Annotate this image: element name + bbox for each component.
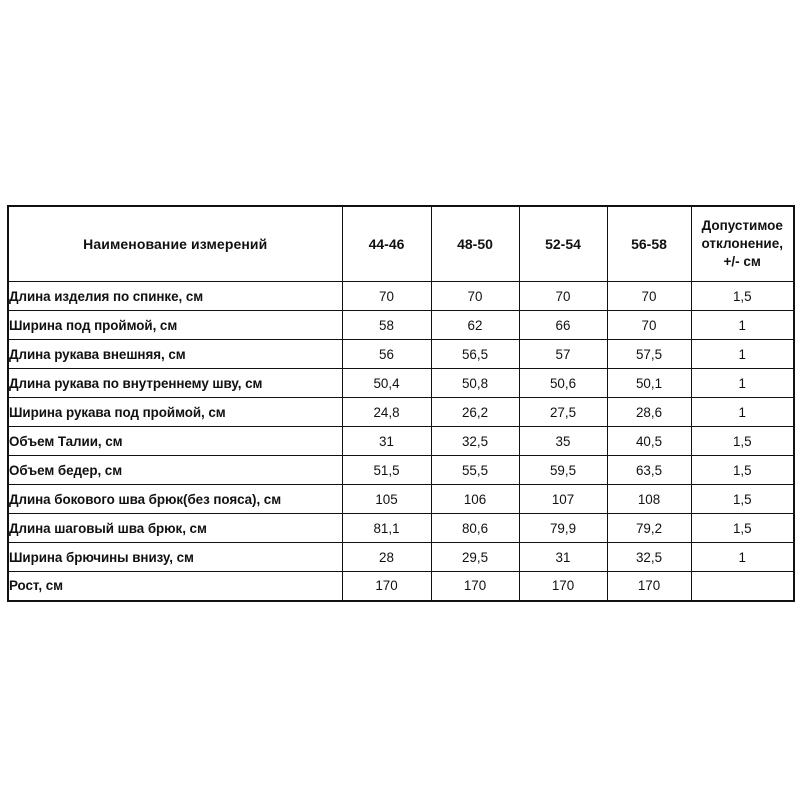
measurement-value-cell: 57,5 xyxy=(606,339,692,369)
table-body: Длина изделия по спинке, см 70 70 70 70 1,5 Ши… xyxy=(7,281,795,601)
measurement-value-cell: 35 xyxy=(518,426,608,456)
table-row: Рост, см 170 170 170 170 xyxy=(7,571,795,601)
measurement-value-cell: 62 xyxy=(430,310,520,340)
measurement-value-cell: 105 xyxy=(341,484,432,514)
size-measurements-table: Наименование измерений 44-46 48-50 52-54… xyxy=(7,205,795,602)
deviation-header-line-3: +/- см xyxy=(723,253,761,269)
measurement-value-cell: 28 xyxy=(341,542,432,572)
table-row: Объем бедер, см 51,5 55,5 59,5 63,5 1,5 xyxy=(7,455,795,485)
table-header-row: Наименование измерений 44-46 48-50 52-54… xyxy=(7,205,795,282)
measurement-value-cell: 58 xyxy=(341,310,432,340)
deviation-header-line-2: отклонение, xyxy=(701,236,783,252)
measurement-value-cell: 108 xyxy=(606,484,692,514)
measurement-value-cell: 70 xyxy=(606,281,692,311)
table-row: Ширина рукава под проймой, см 24,8 26,2 27,… xyxy=(7,397,795,427)
measurement-value-cell: 31 xyxy=(341,426,432,456)
table-row: Длина рукава по внутреннему шву, см 50,4 5… xyxy=(7,368,795,398)
measurement-value-cell: 79,9 xyxy=(518,513,608,543)
measurement-value-cell: 29,5 xyxy=(430,542,520,572)
measurement-value-cell: 170 xyxy=(518,571,608,601)
measurement-name-cell: Длина рукава внешняя, см xyxy=(7,339,343,369)
measurement-value-cell: 56 xyxy=(341,339,432,369)
deviation-header-line-1: Допустимое xyxy=(701,218,783,234)
deviation-value-cell: 1,5 xyxy=(690,426,795,456)
measurement-value-cell: 28,6 xyxy=(606,397,692,427)
deviation-value-cell: 1 xyxy=(690,339,795,369)
deviation-value-cell: 1 xyxy=(690,397,795,427)
column-header-size-56-58: 56-58 xyxy=(606,205,692,282)
measurement-value-cell: 56,5 xyxy=(430,339,520,369)
measurement-value-cell: 55,5 xyxy=(430,455,520,485)
measurement-value-cell: 70 xyxy=(606,310,692,340)
measurement-value-cell: 170 xyxy=(341,571,432,601)
measurement-value-cell: 79,2 xyxy=(606,513,692,543)
table-header: Наименование измерений 44-46 48-50 52-54… xyxy=(7,205,795,282)
deviation-value-cell xyxy=(690,571,795,601)
measurement-value-cell: 50,8 xyxy=(430,368,520,398)
table-row: Длина рукава внешняя, см 56 56,5 57 57,5 1 xyxy=(7,339,795,369)
measurement-name-cell: Длина бокового шва брюк(без пояса), см xyxy=(7,484,343,514)
measurement-name-cell: Рост, см xyxy=(7,571,343,601)
table-row: Ширина под проймой, см 58 62 66 70 1 xyxy=(7,310,795,340)
deviation-value-cell: 1 xyxy=(690,310,795,340)
deviation-value-cell: 1,5 xyxy=(690,484,795,514)
table-row: Ширина брючины внизу, см 28 29,5 31 32,5 1 xyxy=(7,542,795,572)
size-chart-container: Наименование измерений 44-46 48-50 52-54… xyxy=(7,205,795,602)
measurement-value-cell: 50,6 xyxy=(518,368,608,398)
measurement-value-cell: 51,5 xyxy=(341,455,432,485)
measurement-value-cell: 106 xyxy=(430,484,520,514)
measurement-value-cell: 31 xyxy=(518,542,608,572)
measurement-value-cell: 24,8 xyxy=(341,397,432,427)
deviation-value-cell: 1,5 xyxy=(690,281,795,311)
measurement-value-cell: 107 xyxy=(518,484,608,514)
measurement-value-cell: 32,5 xyxy=(430,426,520,456)
deviation-value-cell: 1,5 xyxy=(690,513,795,543)
deviation-value-cell: 1 xyxy=(690,542,795,572)
measurement-value-cell: 81,1 xyxy=(341,513,432,543)
column-header-measurement-name: Наименование измерений xyxy=(7,205,343,282)
column-header-allowed-deviation: Допустимое отклонение, +/- см xyxy=(690,205,795,282)
measurement-value-cell: 70 xyxy=(341,281,432,311)
measurement-name-cell: Объем Талии, см xyxy=(7,426,343,456)
measurement-value-cell: 50,4 xyxy=(341,368,432,398)
measurement-value-cell: 27,5 xyxy=(518,397,608,427)
column-header-size-52-54: 52-54 xyxy=(518,205,608,282)
measurement-name-cell: Длина изделия по спинке, см xyxy=(7,281,343,311)
measurement-value-cell: 40,5 xyxy=(606,426,692,456)
table-row: Длина изделия по спинке, см 70 70 70 70 1,5 xyxy=(7,281,795,311)
measurement-name-cell: Ширина под проймой, см xyxy=(7,310,343,340)
table-row: Длина бокового шва брюк(без пояса), см 10… xyxy=(7,484,795,514)
measurement-value-cell: 50,1 xyxy=(606,368,692,398)
measurement-value-cell: 57 xyxy=(518,339,608,369)
measurement-value-cell: 63,5 xyxy=(606,455,692,485)
measurement-value-cell: 80,6 xyxy=(430,513,520,543)
measurement-name-cell: Ширина брючины внизу, см xyxy=(7,542,343,572)
table-row: Длина шаговый шва брюк, см 81,1 80,6 79,9 79… xyxy=(7,513,795,543)
measurement-value-cell: 170 xyxy=(606,571,692,601)
measurement-value-cell: 70 xyxy=(430,281,520,311)
measurement-value-cell: 59,5 xyxy=(518,455,608,485)
table-row: Объем Талии, см 31 32,5 35 40,5 1,5 xyxy=(7,426,795,456)
deviation-value-cell: 1,5 xyxy=(690,455,795,485)
measurement-value-cell: 70 xyxy=(518,281,608,311)
measurement-name-cell: Длина рукава по внутреннему шву, см xyxy=(7,368,343,398)
measurement-name-cell: Объем бедер, см xyxy=(7,455,343,485)
measurement-name-cell: Длина шаговый шва брюк, см xyxy=(7,513,343,543)
measurement-value-cell: 26,2 xyxy=(430,397,520,427)
measurement-name-cell: Ширина рукава под проймой, см xyxy=(7,397,343,427)
measurement-value-cell: 170 xyxy=(430,571,520,601)
measurement-value-cell: 32,5 xyxy=(606,542,692,572)
deviation-value-cell: 1 xyxy=(690,368,795,398)
measurement-value-cell: 66 xyxy=(518,310,608,340)
column-header-size-48-50: 48-50 xyxy=(430,205,520,282)
column-header-size-44-46: 44-46 xyxy=(341,205,432,282)
